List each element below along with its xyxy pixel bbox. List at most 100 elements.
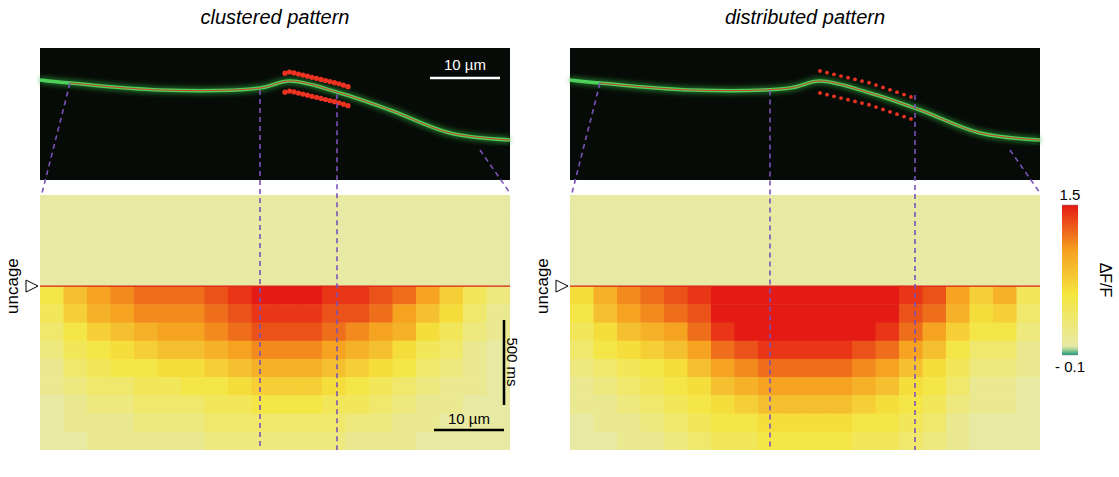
uncaging-spot bbox=[287, 70, 292, 75]
cell bbox=[570, 213, 594, 232]
uncaging-spot bbox=[825, 71, 829, 75]
uncaging-spot bbox=[888, 88, 892, 92]
panel-title: clustered pattern bbox=[201, 6, 350, 28]
cell bbox=[946, 359, 970, 378]
cell bbox=[946, 304, 970, 323]
cell bbox=[829, 213, 853, 232]
cell bbox=[111, 213, 135, 232]
cell bbox=[228, 231, 252, 250]
cell bbox=[299, 341, 323, 360]
cell bbox=[369, 432, 393, 450]
cell bbox=[158, 268, 182, 287]
cell bbox=[40, 286, 64, 305]
cell bbox=[876, 359, 900, 378]
colorbar-tick bbox=[1062, 205, 1078, 206]
cell bbox=[1017, 432, 1041, 450]
uncaging-spot bbox=[305, 93, 310, 98]
cell bbox=[970, 341, 994, 360]
panel: distributed patternuncage bbox=[533, 6, 1041, 451]
cell bbox=[252, 395, 276, 414]
cell bbox=[782, 304, 806, 323]
uncaging-spot bbox=[282, 90, 287, 95]
cell bbox=[735, 414, 759, 433]
uncaging-spot bbox=[327, 79, 332, 84]
cell bbox=[275, 231, 299, 250]
uncaging-spot bbox=[881, 86, 885, 90]
cell bbox=[181, 323, 205, 342]
cell bbox=[64, 414, 88, 433]
cell bbox=[346, 432, 370, 450]
cell bbox=[852, 268, 876, 287]
uncage-marker bbox=[556, 280, 568, 292]
cell bbox=[641, 268, 665, 287]
cell bbox=[463, 323, 487, 342]
cell bbox=[711, 268, 735, 287]
cell bbox=[876, 432, 900, 450]
cell bbox=[946, 323, 970, 342]
cell bbox=[299, 414, 323, 433]
uncaging-spot bbox=[902, 115, 906, 119]
cell bbox=[923, 195, 947, 214]
cell bbox=[993, 213, 1017, 232]
cell bbox=[617, 359, 641, 378]
cell bbox=[463, 304, 487, 323]
uncaging-spot bbox=[291, 89, 296, 94]
cell bbox=[852, 195, 876, 214]
cell bbox=[205, 231, 229, 250]
cell bbox=[852, 395, 876, 414]
guide-line bbox=[336, 94, 338, 450]
cell bbox=[946, 213, 970, 232]
guide-line bbox=[42, 83, 70, 193]
cell bbox=[735, 195, 759, 214]
cell bbox=[299, 231, 323, 250]
guide-line bbox=[480, 150, 510, 193]
cell bbox=[664, 250, 688, 269]
cell bbox=[64, 323, 88, 342]
cell bbox=[134, 377, 158, 396]
uncaging-spot bbox=[300, 73, 305, 78]
cell bbox=[782, 231, 806, 250]
cell bbox=[275, 250, 299, 269]
dendrite bbox=[40, 80, 510, 140]
cell bbox=[923, 231, 947, 250]
cell bbox=[946, 341, 970, 360]
dendrite-glow bbox=[570, 80, 1040, 140]
cell bbox=[299, 195, 323, 214]
cell bbox=[664, 231, 688, 250]
cell bbox=[782, 286, 806, 305]
cell bbox=[158, 414, 182, 433]
cell bbox=[346, 213, 370, 232]
cell bbox=[252, 377, 276, 396]
cell bbox=[487, 231, 511, 250]
cell bbox=[158, 377, 182, 396]
cell bbox=[275, 359, 299, 378]
cell bbox=[711, 414, 735, 433]
cell bbox=[299, 395, 323, 414]
cell bbox=[369, 195, 393, 214]
cell bbox=[158, 341, 182, 360]
cell bbox=[782, 250, 806, 269]
cell bbox=[64, 395, 88, 414]
cell bbox=[711, 432, 735, 450]
cell bbox=[946, 250, 970, 269]
cell bbox=[134, 286, 158, 305]
cell bbox=[594, 414, 618, 433]
cell bbox=[782, 377, 806, 396]
cell bbox=[664, 323, 688, 342]
cell bbox=[299, 432, 323, 450]
cell bbox=[64, 213, 88, 232]
cell bbox=[735, 359, 759, 378]
cell bbox=[711, 377, 735, 396]
guide-line bbox=[572, 83, 600, 193]
cell bbox=[594, 323, 618, 342]
uncaging-spot bbox=[318, 77, 323, 82]
cell bbox=[205, 377, 229, 396]
cell bbox=[946, 231, 970, 250]
cell bbox=[40, 250, 64, 269]
cell bbox=[322, 195, 346, 214]
cell bbox=[993, 304, 1017, 323]
cell bbox=[134, 323, 158, 342]
cell bbox=[970, 195, 994, 214]
uncaging-spot bbox=[345, 103, 350, 108]
cell bbox=[782, 432, 806, 450]
